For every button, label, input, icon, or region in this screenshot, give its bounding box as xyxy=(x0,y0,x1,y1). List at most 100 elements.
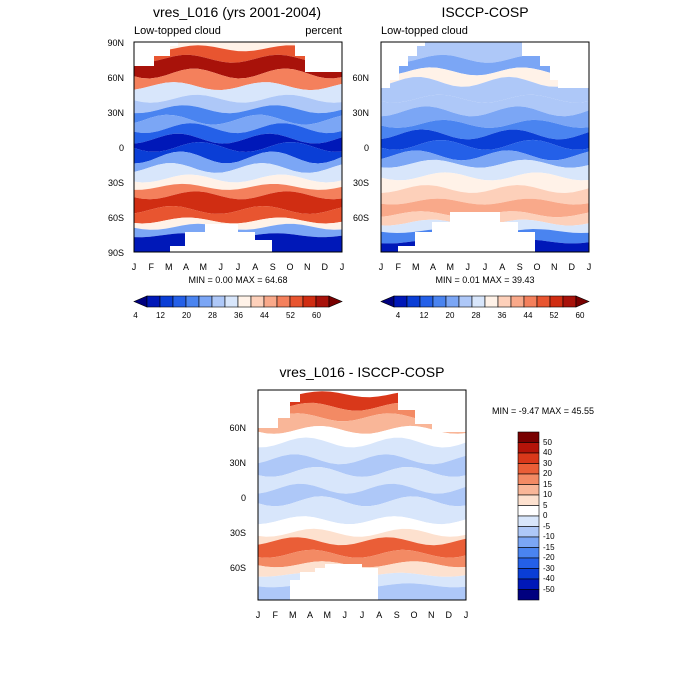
colorbar-swatch xyxy=(517,473,540,485)
colorbar-swatch xyxy=(406,295,421,308)
y-tick-label: 30N xyxy=(229,458,246,468)
colorbar-tick-label: -50 xyxy=(543,585,555,594)
panel-observation-frame xyxy=(380,41,590,253)
panel-model-x-axis: J F M A M J J A S O N D J xyxy=(132,262,345,272)
contour-band xyxy=(258,413,466,434)
panel-model-y-axis: 90N 60N 30N 0 30S 60S 90S xyxy=(107,38,124,258)
colorbar-tick-label: 60 xyxy=(576,311,585,320)
colorbar-swatch xyxy=(517,515,540,527)
x-tick-label: J xyxy=(236,262,241,272)
colorbar-swatch xyxy=(517,484,540,496)
colorbar-tick-label: 20 xyxy=(446,311,455,320)
contour-band xyxy=(381,54,589,76)
colorbar-swatch xyxy=(549,295,564,308)
contour-band xyxy=(258,437,466,465)
contour-band xyxy=(258,528,466,546)
colorbar-swatch xyxy=(517,536,540,548)
x-tick-label: F xyxy=(273,610,279,620)
contour-band xyxy=(381,67,589,87)
panel-model-min-max: MIN = 0.00 MAX = 64.68 xyxy=(188,275,287,285)
colorbar-swatch xyxy=(211,295,226,308)
contour-band xyxy=(134,183,342,200)
colorbar-swatch xyxy=(393,295,408,308)
contour-band xyxy=(258,537,466,558)
colorbar-swatch xyxy=(458,295,473,308)
x-tick-label: D xyxy=(568,262,575,272)
panel-model-units-label: percent xyxy=(305,25,342,37)
x-tick-label: O xyxy=(286,262,293,272)
colorbar-swatch xyxy=(523,295,538,308)
x-tick-label: F xyxy=(149,262,155,272)
colorbar-swatch xyxy=(146,295,161,308)
y-tick-label: 30S xyxy=(353,178,369,188)
panel-model-colorbar xyxy=(133,295,343,308)
x-tick-label: J xyxy=(218,262,223,272)
contour-band xyxy=(381,106,589,128)
colorbar-tick-label: 52 xyxy=(286,311,295,320)
colorbar-swatch xyxy=(517,578,540,590)
colorbar-swatch xyxy=(517,431,540,443)
x-tick-label: M xyxy=(200,262,208,272)
x-tick-label: M xyxy=(165,262,173,272)
panel-model-missing-mask xyxy=(134,42,342,252)
x-tick-label: J xyxy=(132,262,137,272)
contour-band xyxy=(134,191,342,214)
x-tick-label: J xyxy=(342,610,347,620)
contour-band xyxy=(134,94,342,114)
colorbar-swatch xyxy=(517,505,540,517)
panel-observation-x-axis: J F M A M J J A S O N D J xyxy=(379,262,592,272)
colorbar-swatch xyxy=(380,295,395,308)
x-tick-label: S xyxy=(270,262,276,272)
y-tick-label: 60S xyxy=(353,213,369,223)
panel-difference-colorbar xyxy=(517,431,540,601)
colorbar-swatch xyxy=(198,295,213,308)
x-tick-label: O xyxy=(410,610,417,620)
contour-band xyxy=(134,174,342,190)
colorbar-swatch xyxy=(159,295,174,308)
panel-difference-x-axis: J F M A M J J A S O N D J xyxy=(256,610,469,620)
panel-difference-y-axis: 60N 30N 0 30S 60S xyxy=(229,423,246,573)
panel-observation-min-max: MIN = 0.01 MAX = 39.43 xyxy=(435,275,534,285)
contour-band xyxy=(381,150,589,168)
y-tick-label: 30S xyxy=(108,178,124,188)
colorbar-tick-label: 20 xyxy=(182,311,191,320)
colorbar-tick-label: 50 xyxy=(543,438,552,447)
x-tick-label: M xyxy=(324,610,332,620)
contour-band xyxy=(134,133,342,152)
x-tick-label: J xyxy=(360,610,365,620)
panel-difference-frame xyxy=(257,389,467,601)
contour-band xyxy=(258,549,466,568)
colorbar-swatch xyxy=(172,295,187,308)
colorbar-tick-label: 36 xyxy=(498,311,507,320)
x-tick-label: A xyxy=(252,262,258,272)
colorbar-tick-label: -5 xyxy=(543,522,551,531)
colorbar-swatch xyxy=(510,295,525,308)
panel-model-frame xyxy=(133,41,343,253)
colorbar-swatch xyxy=(536,295,551,308)
contour-band xyxy=(134,45,342,63)
colorbar-tick-label: -20 xyxy=(543,553,555,562)
y-tick-label: 90N xyxy=(107,38,124,48)
colorbar-tick-label: 52 xyxy=(550,311,559,320)
x-tick-label: J xyxy=(379,262,384,272)
x-tick-label: S xyxy=(517,262,523,272)
contour-band xyxy=(134,123,342,144)
x-tick-label: N xyxy=(428,610,435,620)
colorbar-swatch xyxy=(517,442,540,454)
contour-band xyxy=(381,172,589,193)
colorbar-swatch xyxy=(471,295,486,308)
y-tick-label: 30N xyxy=(352,108,369,118)
colorbar-tick-label: -30 xyxy=(543,564,555,573)
x-tick-label: J xyxy=(587,262,592,272)
contour-band xyxy=(381,139,589,161)
x-tick-label: M xyxy=(289,610,297,620)
x-tick-label: A xyxy=(307,610,313,620)
panel-model: vres_L016 (yrs 2001-2004) Low-topped clo… xyxy=(107,4,344,320)
colorbar-swatch xyxy=(133,295,148,308)
colorbar-tick-label: 4 xyxy=(133,311,138,320)
panel-observation-y-axis: 60N 30N 0 30S 60S xyxy=(352,73,369,223)
colorbar-swatch xyxy=(419,295,434,308)
x-tick-label: A xyxy=(499,262,505,272)
colorbar-swatch xyxy=(517,547,540,559)
colorbar-tick-label: -10 xyxy=(543,532,555,541)
